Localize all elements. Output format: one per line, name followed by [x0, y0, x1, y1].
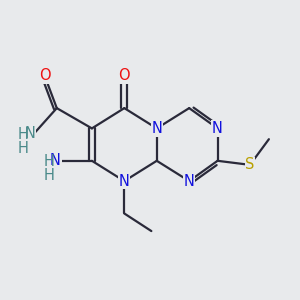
- Text: H: H: [18, 127, 29, 142]
- Text: H: H: [44, 168, 55, 183]
- Text: N: N: [184, 174, 195, 189]
- Text: N: N: [119, 174, 130, 189]
- Text: H: H: [44, 154, 55, 169]
- Text: H: H: [18, 141, 29, 156]
- Text: S: S: [245, 158, 255, 172]
- Text: N: N: [24, 126, 35, 141]
- Text: N: N: [151, 121, 162, 136]
- Text: O: O: [39, 68, 50, 83]
- Text: O: O: [118, 68, 130, 83]
- Text: N: N: [50, 153, 61, 168]
- Text: N: N: [212, 121, 223, 136]
